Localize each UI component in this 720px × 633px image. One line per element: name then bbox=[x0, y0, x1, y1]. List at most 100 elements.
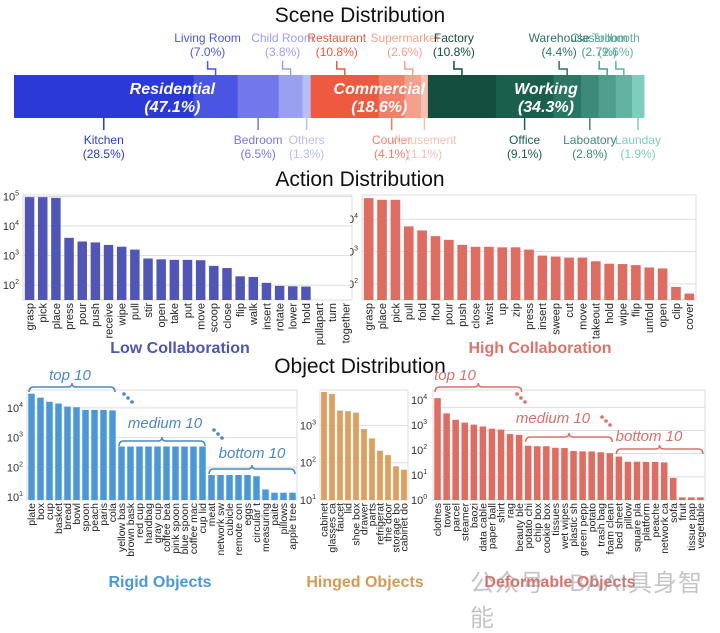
bar-cover bbox=[684, 293, 695, 300]
x-tick-label: wet wipes bbox=[559, 503, 571, 550]
x-tick-label: hold bbox=[301, 303, 313, 324]
bar-glasses-ca bbox=[329, 393, 335, 500]
x-tick-label: wipe bbox=[117, 303, 129, 327]
scene-percent-kitchen: (28.5%) bbox=[83, 147, 125, 161]
x-tick-label: tissue pap bbox=[686, 503, 698, 551]
bar-tissue-pap bbox=[688, 497, 695, 500]
scene-percent-launday: (1.9%) bbox=[620, 147, 655, 161]
x-tick-label: towel bbox=[441, 503, 453, 528]
bar-cup-lid bbox=[199, 446, 206, 500]
x-tick-label: cup bbox=[44, 503, 56, 520]
bar-insert bbox=[537, 255, 548, 300]
chart-subtitle: Rigid Objects bbox=[108, 574, 211, 591]
ellipsis-dot bbox=[604, 419, 608, 423]
x-tick-label: grasp bbox=[24, 303, 36, 331]
x-tick-label: pull bbox=[404, 303, 416, 320]
x-tick-label: flod bbox=[430, 303, 442, 321]
x-tick-label: cabinet bbox=[319, 503, 331, 537]
object-title: Object Distribution bbox=[274, 355, 446, 378]
scene-segment-living-room bbox=[193, 75, 239, 118]
x-tick-label: take bbox=[169, 303, 181, 324]
bar-move bbox=[577, 257, 588, 300]
annotation-medium-10: medium 10 bbox=[128, 415, 203, 432]
x-tick-label: cabinet do bbox=[399, 503, 411, 552]
bar-fruit bbox=[679, 497, 686, 500]
scene-percent-warehouse: (4.4%) bbox=[541, 45, 576, 59]
scene-segment-launday bbox=[632, 75, 645, 118]
y-tick-label: 102 bbox=[300, 457, 316, 470]
bar-open bbox=[156, 259, 166, 300]
x-tick-label: scoop bbox=[209, 303, 221, 332]
x-tick-label: put bbox=[182, 303, 194, 318]
y-tick-label: 105 bbox=[3, 190, 19, 203]
scene-leader-tollbooth bbox=[615, 61, 625, 75]
x-tick-label: plate bbox=[26, 503, 38, 526]
scene-label-living-room: Living Room bbox=[174, 31, 241, 45]
brace-top-10 bbox=[28, 382, 116, 393]
bar-eggs bbox=[244, 475, 251, 500]
x-tick-label: pink spoon bbox=[170, 503, 182, 554]
x-tick-label: place bbox=[377, 303, 389, 329]
scene-label-others: Others bbox=[289, 133, 325, 147]
bar-box bbox=[37, 397, 44, 500]
bar-cup bbox=[46, 401, 53, 500]
bar-pillows bbox=[280, 492, 287, 500]
bar-parcel bbox=[452, 419, 459, 500]
scene-label-kitchen: Kitchen bbox=[84, 133, 124, 147]
bar-data-cable bbox=[479, 426, 487, 500]
ellipsis-dot bbox=[515, 392, 519, 396]
scene-percent-classroom: (2.7%) bbox=[581, 45, 616, 59]
x-tick-label: beauty ble bbox=[514, 503, 526, 552]
scene-label-supermarket: Supermarket bbox=[370, 31, 439, 45]
scene-distribution-chart: Kitchen(28.5%) Living Room(7.0%) Bedroom(6… bbox=[14, 31, 661, 161]
bar-circular-t bbox=[253, 476, 260, 500]
bar-potato bbox=[588, 451, 595, 500]
scene-segment-restaurant bbox=[310, 75, 380, 118]
x-tick-label: faucet bbox=[335, 503, 347, 532]
y-tick-label: 104 bbox=[350, 213, 358, 226]
bar-takeout bbox=[590, 261, 601, 300]
bar-stir bbox=[143, 258, 153, 300]
x-tick-label: storage bo bbox=[391, 503, 403, 553]
x-tick-label: glasses ca bbox=[327, 503, 339, 553]
chart-subtitle: Deformable Objects bbox=[484, 574, 635, 591]
scene-group-percent-residential: (47.1%) bbox=[144, 99, 200, 116]
bar-pillow bbox=[624, 461, 632, 500]
bar-fold bbox=[417, 230, 427, 300]
brace-medium-10 bbox=[118, 436, 206, 447]
x-tick-label: basket bbox=[53, 503, 65, 534]
bar-pick bbox=[390, 199, 401, 300]
bar-paris bbox=[100, 409, 107, 500]
y-tick-label: 103 bbox=[300, 419, 316, 432]
bar-push bbox=[90, 242, 101, 300]
x-tick-label: drawer bbox=[359, 503, 371, 536]
x-tick-label: flip bbox=[235, 303, 247, 317]
rigid-objects-chart: 101 102 103 104 plateboxcupbasketbreadbowlsp… bbox=[7, 370, 299, 591]
bar-move bbox=[195, 260, 206, 300]
annotation-top-10: top 10 bbox=[49, 370, 91, 384]
scene-label-office: Office bbox=[509, 133, 540, 147]
bar-pick bbox=[38, 197, 48, 300]
bar-paite bbox=[271, 492, 278, 500]
scene-label-restaurant: Restaurant bbox=[307, 31, 366, 45]
x-tick-label: lid bbox=[343, 503, 355, 514]
bar-flod bbox=[430, 236, 441, 300]
x-tick-label: push bbox=[457, 303, 469, 327]
x-tick-label: cover bbox=[684, 303, 696, 330]
scene-label-tollbooth: Tollbooth bbox=[592, 31, 640, 45]
x-tick-label: bread bbox=[62, 503, 74, 530]
bar-peach bbox=[91, 409, 98, 500]
brace-bottom-10 bbox=[208, 464, 296, 475]
x-tick-label: shirt bbox=[496, 503, 508, 523]
ellipsis-dot bbox=[216, 432, 220, 436]
scene-leader-warehouse bbox=[558, 61, 568, 75]
scene-leader-living-room bbox=[206, 61, 217, 75]
ellipsis-dot bbox=[523, 400, 527, 404]
x-tick-label: paite bbox=[269, 503, 281, 526]
x-tick-label: the door bbox=[383, 502, 395, 541]
x-tick-label: unfold bbox=[644, 303, 656, 333]
scene-group-residential: Residential bbox=[130, 81, 216, 98]
x-tick-label: gray cup bbox=[152, 503, 164, 543]
scene-label-launday: Launday bbox=[615, 133, 661, 147]
scene-leader-factory bbox=[453, 61, 463, 75]
